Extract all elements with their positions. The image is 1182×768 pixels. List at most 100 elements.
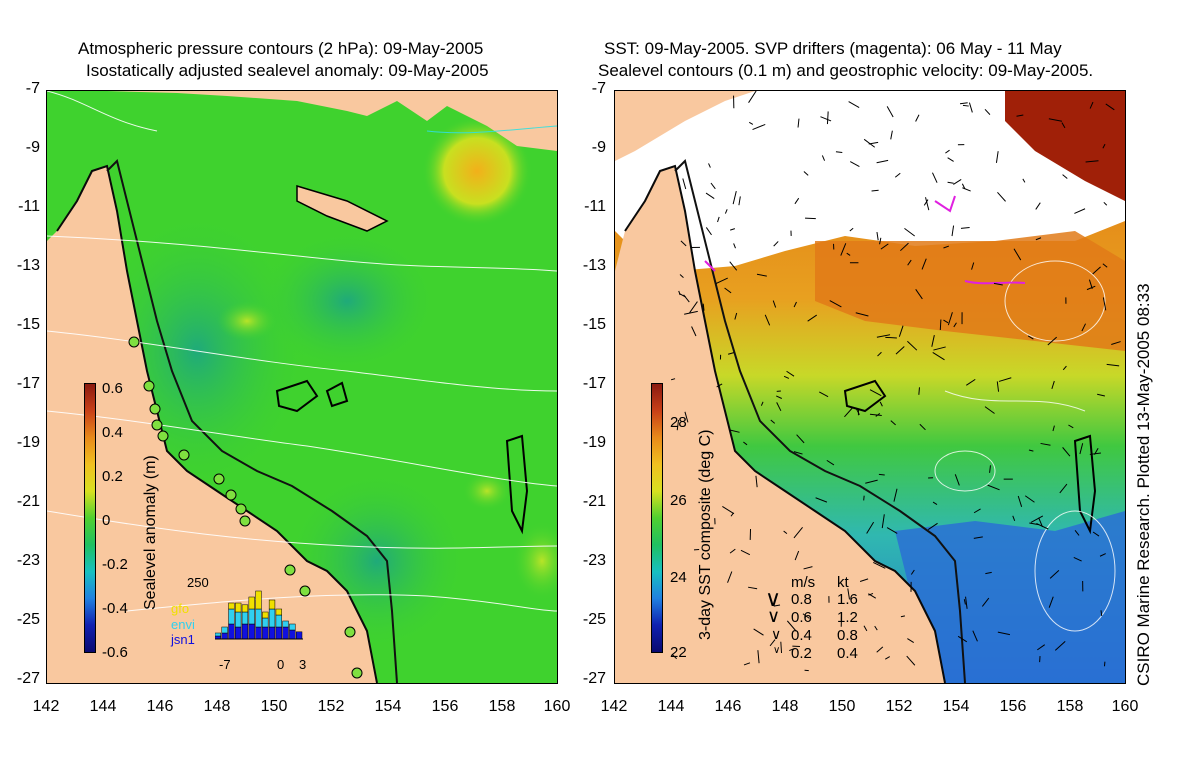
velocity-arrow xyxy=(1079,443,1084,455)
histogram-bar-jsn1 xyxy=(228,623,235,640)
velocity-arrow xyxy=(874,625,878,631)
sst-field xyxy=(615,91,1125,683)
histogram-bar-jsn1 xyxy=(295,631,303,640)
left-xtick: 146 xyxy=(146,698,174,715)
velocity-arrow xyxy=(729,261,738,271)
velocity-arrow xyxy=(907,638,914,644)
histogram-bar-gfo xyxy=(275,608,282,616)
histogram-bar-gfo xyxy=(228,602,235,610)
velocity-arrow xyxy=(933,346,946,351)
velocity-arrow xyxy=(1102,297,1107,311)
velocity-arrow xyxy=(943,319,949,324)
velocity-arrow xyxy=(945,149,950,154)
velocity-arrow xyxy=(963,599,966,605)
velocity-arrow xyxy=(743,441,748,446)
left-xtick: 152 xyxy=(317,698,345,715)
velocity-arrow xyxy=(873,562,886,569)
sealevel-anomaly-field xyxy=(47,91,557,683)
velocity-arrow xyxy=(1047,336,1058,346)
tide-gauge-marker xyxy=(151,419,163,431)
right-ytick: -19 xyxy=(582,434,606,451)
right-ytick: -23 xyxy=(582,552,606,569)
coastline xyxy=(56,164,378,683)
velocity-arrow xyxy=(826,111,829,125)
velocity-arrow xyxy=(682,178,687,190)
histogram-bar-envi xyxy=(235,611,242,628)
vector-legend-arrow: ∨ xyxy=(771,626,782,642)
velocity-arrow xyxy=(752,123,766,131)
velocity-arrow xyxy=(921,258,927,270)
velocity-arrow xyxy=(1074,208,1086,214)
left-ytick: -11 xyxy=(18,198,40,215)
velocity-arrow xyxy=(770,419,776,424)
velocity-arrow xyxy=(1049,570,1060,579)
velocity-arrow xyxy=(907,340,918,351)
histogram-xtick-mid: 0 xyxy=(277,657,285,672)
right-ytick: -25 xyxy=(582,611,606,628)
velocity-arrow xyxy=(1062,365,1067,371)
velocity-arrow xyxy=(803,171,809,176)
velocity-arrow xyxy=(691,326,697,337)
histogram-bar-envi xyxy=(289,623,296,631)
geostrophic-velocity-arrows xyxy=(671,91,1121,672)
velocity-arrow xyxy=(769,639,776,647)
right-xtick: 142 xyxy=(600,698,628,715)
velocity-arrow xyxy=(1061,122,1066,129)
velocity-arrow xyxy=(880,243,889,250)
reef-outline xyxy=(325,381,349,408)
histogram-bar-gfo xyxy=(248,596,255,610)
vector-legend-kt: 0.8 xyxy=(837,627,858,644)
sealevel-colorbar-tick: -0.4 xyxy=(102,600,128,617)
sealevel-colorbar-tick: 0 xyxy=(102,512,111,529)
sealevel-colorbar-tick: -0.6 xyxy=(102,644,128,661)
velocity-arrow xyxy=(820,116,832,122)
velocity-arrow xyxy=(965,596,968,609)
sealevel-colorbar-tick: -0.2 xyxy=(102,556,128,573)
left-title-line2: Isostatically adjusted sealevel anomaly:… xyxy=(86,61,489,80)
velocity-arrow xyxy=(886,527,898,534)
left-title-line1: Atmospheric pressure contours (2 hPa): 0… xyxy=(78,39,484,58)
velocity-arrow xyxy=(783,375,790,379)
velocity-arrow xyxy=(1088,279,1093,289)
velocity-arrow xyxy=(748,91,757,103)
velocity-arrow xyxy=(868,592,874,596)
velocity-arrow xyxy=(997,631,1011,636)
velocity-arrow xyxy=(717,216,720,223)
velocity-arrow xyxy=(947,312,953,326)
velocity-arrow xyxy=(879,237,882,245)
velocity-arrow xyxy=(671,378,676,381)
velocity-arrow xyxy=(732,191,737,205)
velocity-arrow xyxy=(885,336,897,339)
velocity-arrow xyxy=(923,199,929,206)
velocity-arrow xyxy=(910,569,915,575)
velocity-arrow xyxy=(943,245,950,249)
velocity-arrow xyxy=(998,377,1012,382)
velocity-arrow xyxy=(783,530,788,535)
histogram-bar-gfo xyxy=(262,611,269,619)
right-ytick: -13 xyxy=(582,257,606,274)
vector-legend-kt: 1.2 xyxy=(837,609,858,626)
velocity-arrow xyxy=(984,406,995,414)
velocity-arrow xyxy=(997,191,1006,202)
cool-region xyxy=(895,511,1125,683)
velocity-arrow xyxy=(753,628,764,636)
left-xtick: 144 xyxy=(89,698,117,715)
legend-gfo: gfo xyxy=(171,601,190,616)
velocity-arrow xyxy=(1092,531,1100,537)
velocity-arrow xyxy=(932,501,938,506)
velocity-arrow xyxy=(689,301,698,314)
vector-legend-ms: 0.4 xyxy=(791,627,812,644)
velocity-arrow xyxy=(1048,118,1063,122)
velocity-arrow xyxy=(962,187,971,192)
histogram-ymax: 250 xyxy=(187,575,209,590)
right-ytick: -9 xyxy=(591,139,606,156)
velocity-arrow xyxy=(676,419,680,431)
vector-legend-arrow: ∨ xyxy=(765,586,782,611)
histogram-bar-gfo xyxy=(268,599,276,610)
velocity-arrow xyxy=(743,662,751,666)
velocity-arrow xyxy=(846,252,851,256)
velocity-arrow xyxy=(807,314,817,322)
histogram-bar-envi xyxy=(262,617,269,628)
velocity-arrow xyxy=(876,646,884,653)
velocity-arrow xyxy=(957,635,968,643)
